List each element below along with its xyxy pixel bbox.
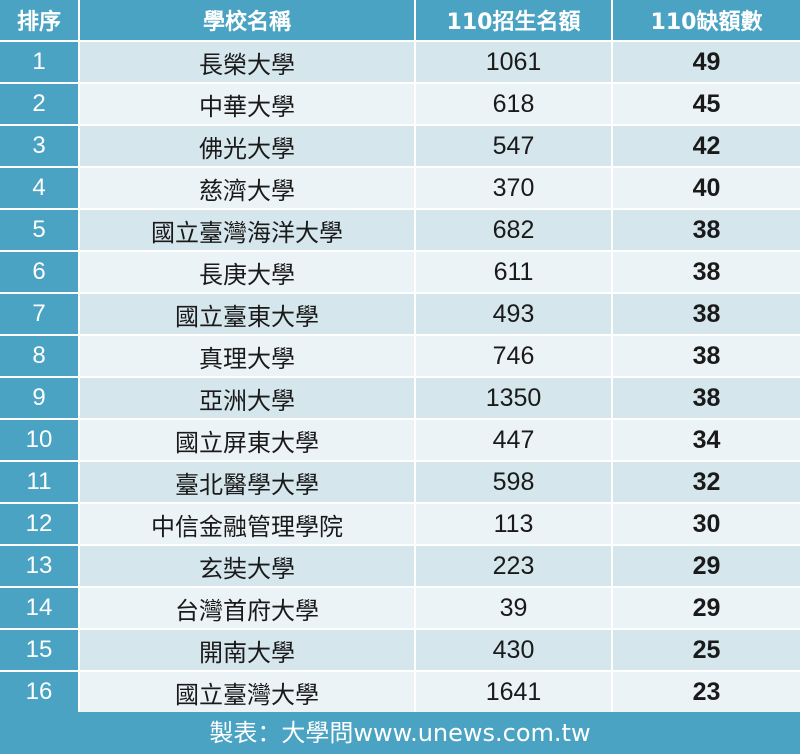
rank-cell: 2 [0,83,80,126]
school-name-cell: 玄奘大學 [79,545,416,588]
source-credit-footer: 製表：大學問www.unews.com.tw [0,712,800,754]
quota-cell: 1061 [415,41,613,84]
shortage-cell: 38 [612,377,800,420]
table-row: 6 長庚大學 611 38 [0,251,800,294]
school-name-cell: 中華大學 [79,83,416,126]
rank-cell: 14 [0,587,80,630]
school-name-cell: 長庚大學 [79,251,416,294]
table-row: 9 亞洲大學 1350 38 [0,377,800,420]
header-school-name: 學校名稱 [79,0,416,42]
shortage-cell: 40 [612,167,800,210]
table-row: 1 長榮大學 1061 49 [0,41,800,84]
rank-cell: 10 [0,419,80,462]
quota-cell: 598 [415,461,613,504]
rank-cell: 3 [0,125,80,168]
quota-cell: 547 [415,125,613,168]
rank-cell: 4 [0,167,80,210]
shortage-cell: 29 [612,587,800,630]
quota-cell: 1641 [415,671,613,714]
rank-cell: 16 [0,671,80,714]
shortage-cell: 34 [612,419,800,462]
school-name-cell: 亞洲大學 [79,377,416,420]
table-row: 7 國立臺東大學 493 38 [0,293,800,336]
table-row: 2 中華大學 618 45 [0,83,800,126]
table-row: 16 國立臺灣大學 1641 23 [0,671,800,714]
shortage-cell: 45 [612,83,800,126]
header-row: 排序 學校名稱 110招生名額 110缺額數 [0,0,800,42]
table-row: 14 台灣首府大學 39 29 [0,587,800,630]
school-name-cell: 佛光大學 [79,125,416,168]
quota-cell: 113 [415,503,613,546]
shortage-cell: 49 [612,41,800,84]
quota-cell: 447 [415,419,613,462]
shortage-cell: 38 [612,293,800,336]
quota-cell: 430 [415,629,613,672]
school-name-cell: 國立臺東大學 [79,293,416,336]
header-rank: 排序 [0,0,80,42]
school-name-cell: 國立屏東大學 [79,419,416,462]
table-header: 排序 學校名稱 110招生名額 110缺額數 [0,0,800,42]
table-row: 12 中信金融管理學院 113 30 [0,503,800,546]
table-row: 5 國立臺灣海洋大學 682 38 [0,209,800,252]
quota-cell: 493 [415,293,613,336]
school-name-cell: 真理大學 [79,335,416,378]
quota-cell: 39 [415,587,613,630]
shortage-cell: 23 [612,671,800,714]
table-row: 8 真理大學 746 38 [0,335,800,378]
rank-cell: 5 [0,209,80,252]
school-name-cell: 長榮大學 [79,41,416,84]
rank-cell: 13 [0,545,80,588]
rank-cell: 11 [0,461,80,504]
table-row: 3 佛光大學 547 42 [0,125,800,168]
shortage-cell: 38 [612,251,800,294]
school-name-cell: 臺北醫學大學 [79,461,416,504]
school-name-cell: 台灣首府大學 [79,587,416,630]
rank-cell: 12 [0,503,80,546]
school-name-cell: 國立臺灣大學 [79,671,416,714]
shortage-cell: 38 [612,209,800,252]
shortage-cell: 30 [612,503,800,546]
table-row: 10 國立屏東大學 447 34 [0,419,800,462]
school-name-cell: 開南大學 [79,629,416,672]
quota-cell: 611 [415,251,613,294]
shortage-cell: 29 [612,545,800,588]
quota-cell: 1350 [415,377,613,420]
table-row: 13 玄奘大學 223 29 [0,545,800,588]
rank-cell: 9 [0,377,80,420]
rank-cell: 15 [0,629,80,672]
rank-cell: 7 [0,293,80,336]
quota-cell: 682 [415,209,613,252]
shortage-cell: 42 [612,125,800,168]
table-row: 15 開南大學 430 25 [0,629,800,672]
quota-cell: 618 [415,83,613,126]
table-row: 11 臺北醫學大學 598 32 [0,461,800,504]
header-quota: 110招生名額 [415,0,613,42]
shortage-cell: 25 [612,629,800,672]
rank-cell: 1 [0,41,80,84]
rank-cell: 6 [0,251,80,294]
school-name-cell: 國立臺灣海洋大學 [79,209,416,252]
rank-cell: 8 [0,335,80,378]
school-shortage-table: 排序 學校名稱 110招生名額 110缺額數 1 長榮大學 1061 49 2 … [0,0,800,714]
shortage-cell: 32 [612,461,800,504]
table-body: 1 長榮大學 1061 49 2 中華大學 618 45 3 佛光大學 547 … [0,41,800,714]
school-name-cell: 慈濟大學 [79,167,416,210]
header-shortage: 110缺額數 [612,0,800,42]
quota-cell: 746 [415,335,613,378]
shortage-cell: 38 [612,335,800,378]
quota-cell: 370 [415,167,613,210]
quota-cell: 223 [415,545,613,588]
school-name-cell: 中信金融管理學院 [79,503,416,546]
table-row: 4 慈濟大學 370 40 [0,167,800,210]
